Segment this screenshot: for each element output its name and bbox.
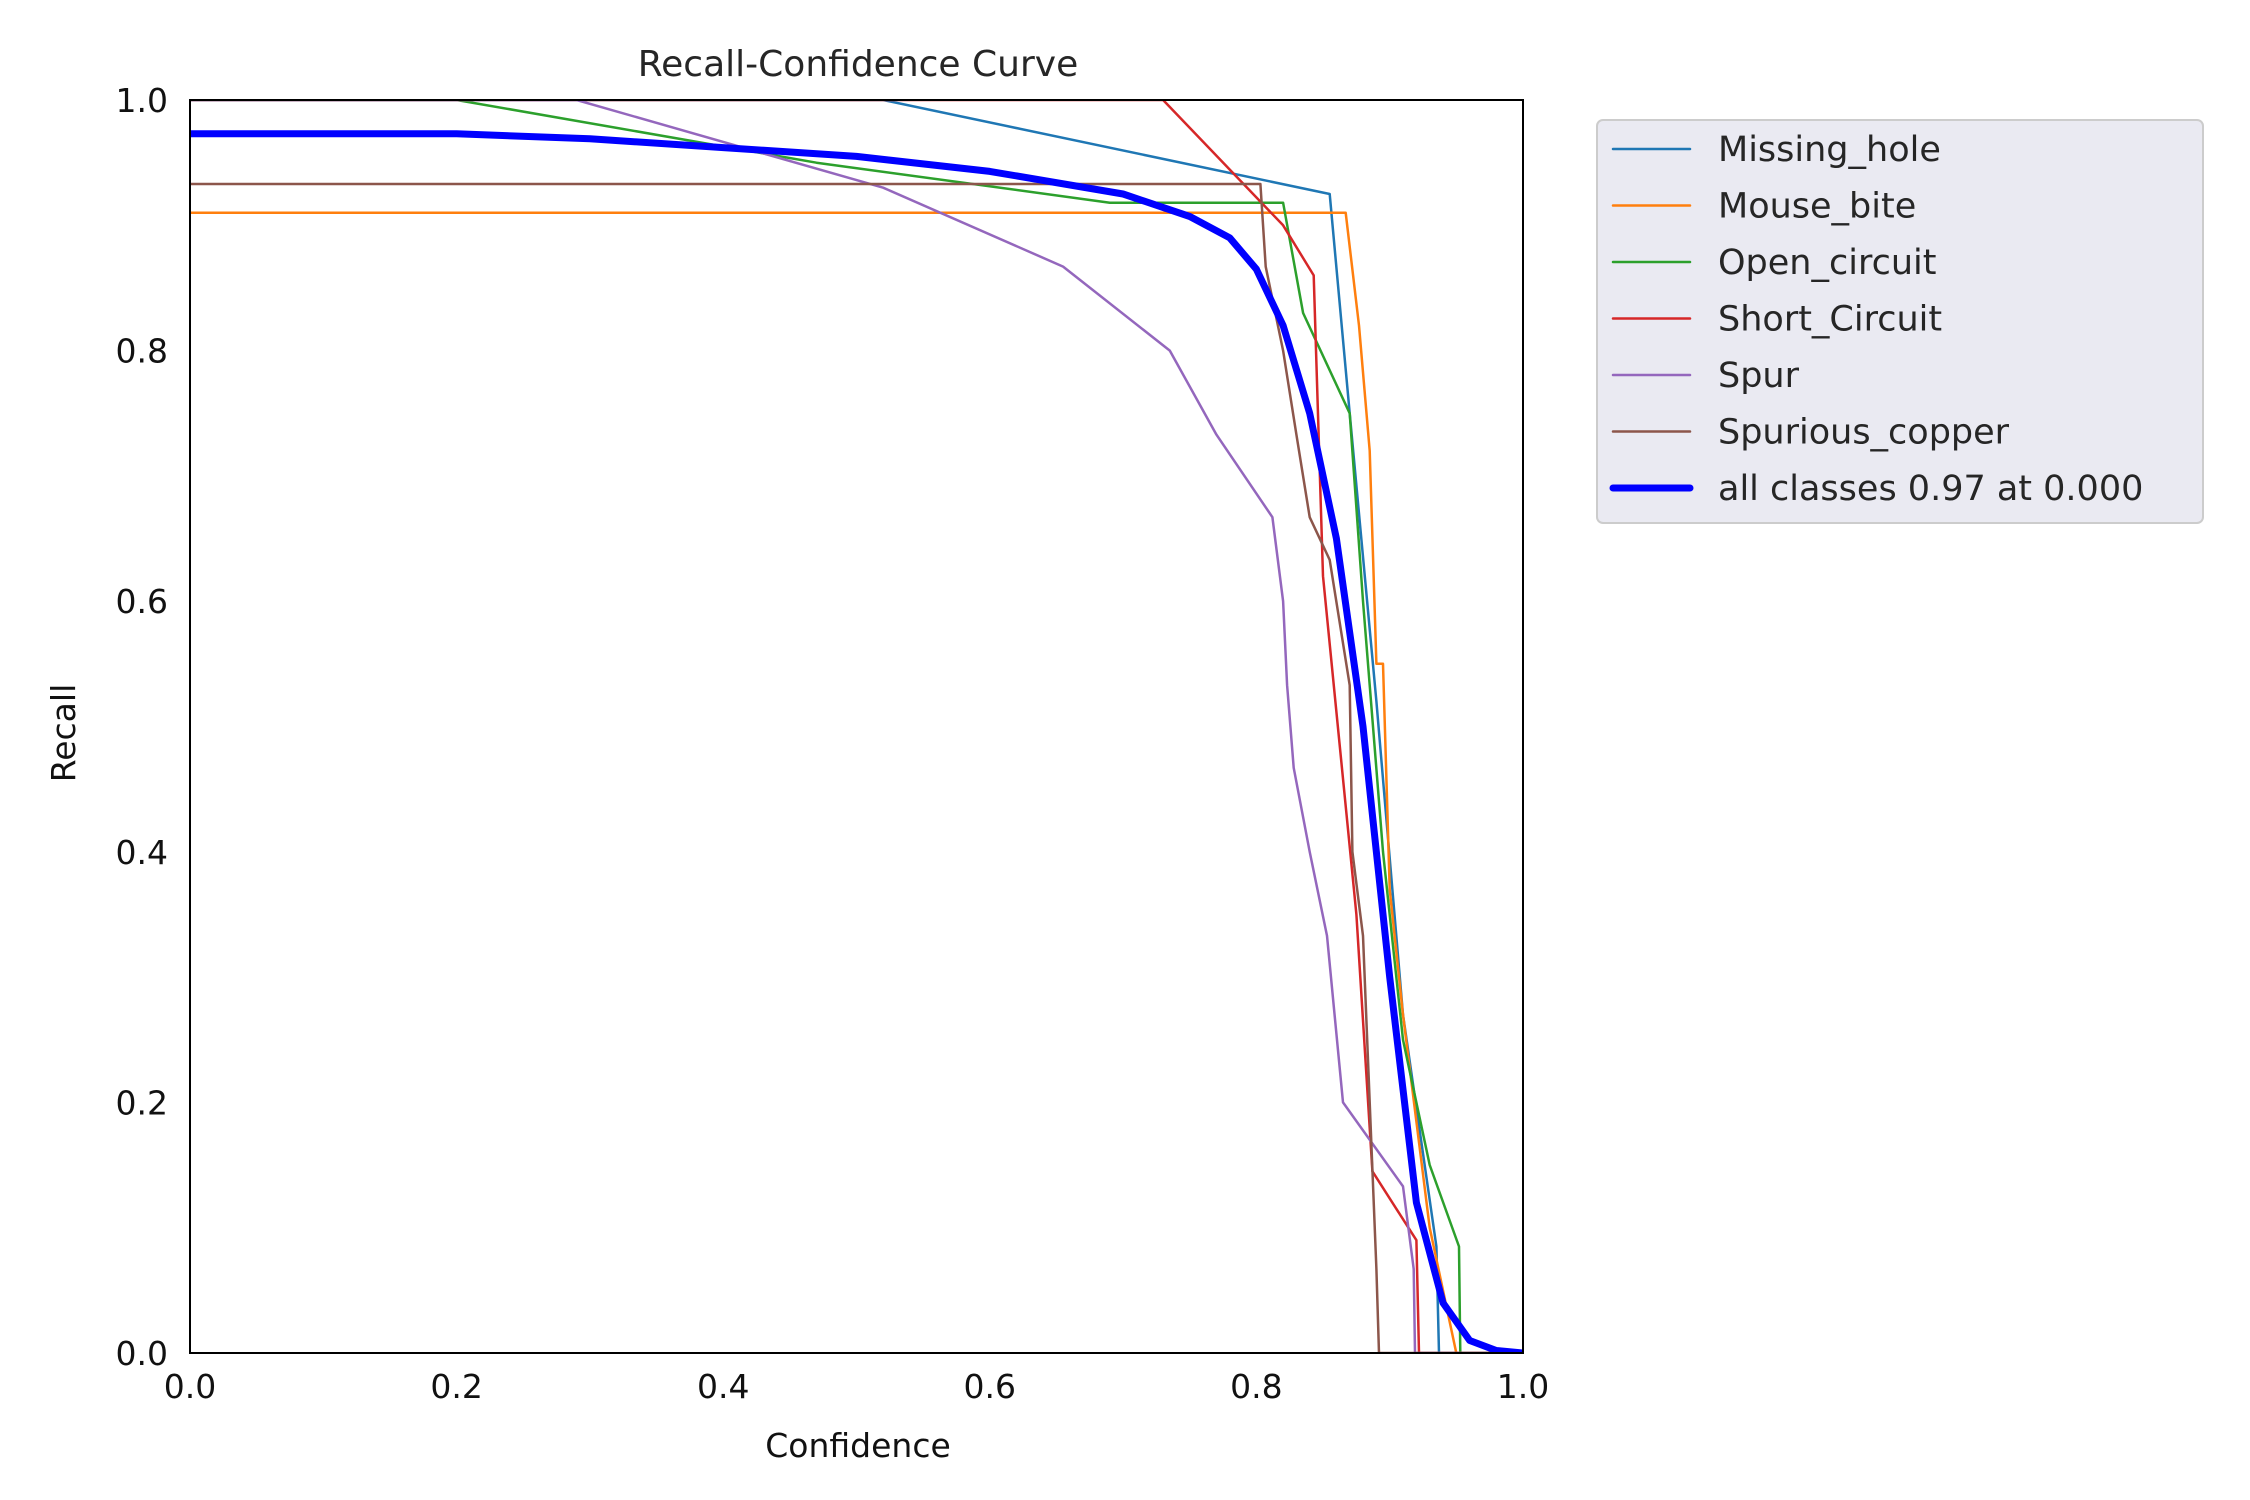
series-line-6 — [190, 130, 1523, 1353]
legend-item: Open_circuit — [1611, 243, 1936, 283]
chart-title: Recall-Confidence Curve — [638, 44, 1078, 85]
plot-background — [190, 100, 1523, 1353]
legend-item: Missing_hole — [1611, 130, 1941, 170]
legend-label: Mouse_bite — [1718, 187, 1916, 227]
series-line-4 — [190, 100, 1523, 1353]
x-tick-label: 0.0 — [164, 1367, 216, 1406]
series-line-0 — [190, 100, 1523, 1353]
legend-label: all classes 0.97 at 0.000 — [1718, 469, 2143, 509]
y-axis-ticks: 0.0 0.2 0.4 0.6 0.8 1.0 — [116, 81, 168, 1373]
series-layer — [190, 100, 1523, 1353]
plot-frame — [189, 99, 1524, 1354]
series-line-2 — [190, 100, 1523, 1353]
plot-area — [189, 99, 1524, 1354]
legend-label: Spur — [1718, 356, 1800, 396]
series-line-1 — [190, 211, 1523, 1353]
legend: Missing_hole Mouse_bite Open_circuit Short_… — [1596, 119, 2204, 524]
y-tick-label: 0.2 — [116, 1083, 168, 1122]
x-axis-ticks: 0.0 0.2 0.4 0.6 0.8 1.0 — [164, 1367, 1549, 1406]
legend-item: Spurious_copper — [1611, 413, 2010, 453]
legend-item: Spur — [1611, 356, 1800, 396]
legend-item: all classes 0.97 at 0.000 — [1609, 469, 2143, 509]
y-tick-label: 0.0 — [116, 1334, 168, 1373]
x-tick-label: 0.4 — [697, 1367, 749, 1406]
x-tick-label: 0.6 — [964, 1367, 1016, 1406]
legend-item: Short_Circuit — [1611, 300, 1942, 340]
x-tick-label: 0.2 — [430, 1367, 482, 1406]
y-tick-label: 0.8 — [116, 332, 168, 371]
legend-label: Missing_hole — [1718, 130, 1941, 170]
x-axis-label: Confidence — [765, 1426, 951, 1465]
y-tick-label: 1.0 — [116, 81, 168, 120]
y-tick-label: 0.4 — [116, 833, 168, 872]
legend-item: Mouse_bite — [1611, 187, 1916, 227]
legend-label: Spurious_copper — [1718, 413, 2010, 453]
series-line-3 — [190, 100, 1523, 1353]
legend-box — [1596, 119, 2204, 524]
x-tick-label: 1.0 — [1497, 1367, 1549, 1406]
y-tick-label: 0.6 — [116, 582, 168, 621]
legend-label: Short_Circuit — [1718, 300, 1942, 340]
y-axis-label: Recall — [44, 684, 83, 782]
legend-label: Open_circuit — [1718, 243, 1936, 283]
series-line-5 — [190, 182, 1523, 1353]
x-tick-label: 0.8 — [1230, 1367, 1282, 1406]
